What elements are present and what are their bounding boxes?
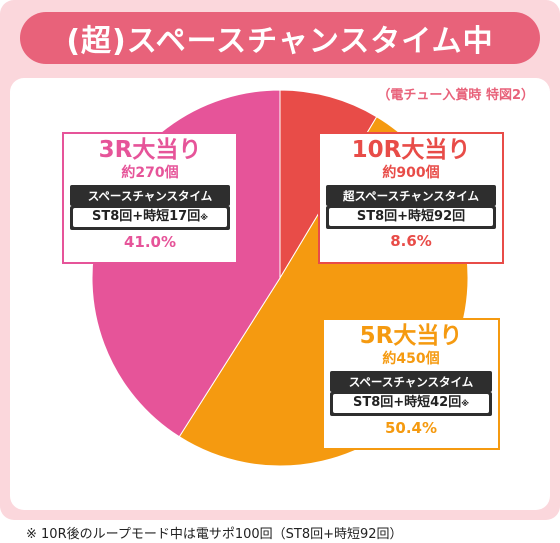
slice-title: 5R大当り [359,323,463,349]
chart-title: (超)スペースチャンスタイム中 [20,12,540,64]
slice-mode: 超スペースチャンスタイム [326,185,496,206]
slice-percent: 50.4% [384,419,438,437]
slice-note-mark: ※ [200,213,209,222]
slice-st-text: ST8回+時短42回※ [333,394,489,413]
slice-title: 10R大当り [351,137,471,163]
slice-label-5r: 5R大当り 約450個 スペースチャンスタイム ST8回+時短42回※ 50.4… [322,318,500,450]
slice-percent: 41.0% [123,233,177,251]
slice-mode: スペースチャンスタイム [330,371,492,392]
slice-payout: 約450個 [382,351,440,367]
chart-subtitle: （電チュー入賞時 特図2） [377,88,534,103]
slice-note-mark: ※ [461,399,470,408]
footnote: ※ 10R後のループモード中は電サポ100回（ST8回+時短92回） [26,527,403,542]
slice-title: 3R大当り [98,137,202,163]
slice-st: ST8回+時短92回 [326,206,496,229]
slice-st-text: ST8回+時短17回※ [73,208,227,227]
slice-label-10r: 10R大当り 約900個 超スペースチャンスタイム ST8回+時短92回 8.6… [318,132,504,264]
slice-st: ST8回+時短42回※ [330,392,492,416]
slice-st: ST8回+時短17回※ [70,206,230,230]
slice-label-3r: 3R大当り 約270個 スペースチャンスタイム ST8回+時短17回※ 41.0… [62,132,238,264]
slice-st-value: ST8回+時短17回 [91,209,201,224]
slice-st-value: ST8回+時短42回 [352,395,462,410]
slice-payout: 約900個 [382,165,440,181]
slice-payout: 約270個 [121,165,179,181]
slice-st-text: ST8回+時短92回 [329,208,493,226]
slice-mode: スペースチャンスタイム [70,185,230,206]
slice-percent: 8.6% [390,232,432,250]
